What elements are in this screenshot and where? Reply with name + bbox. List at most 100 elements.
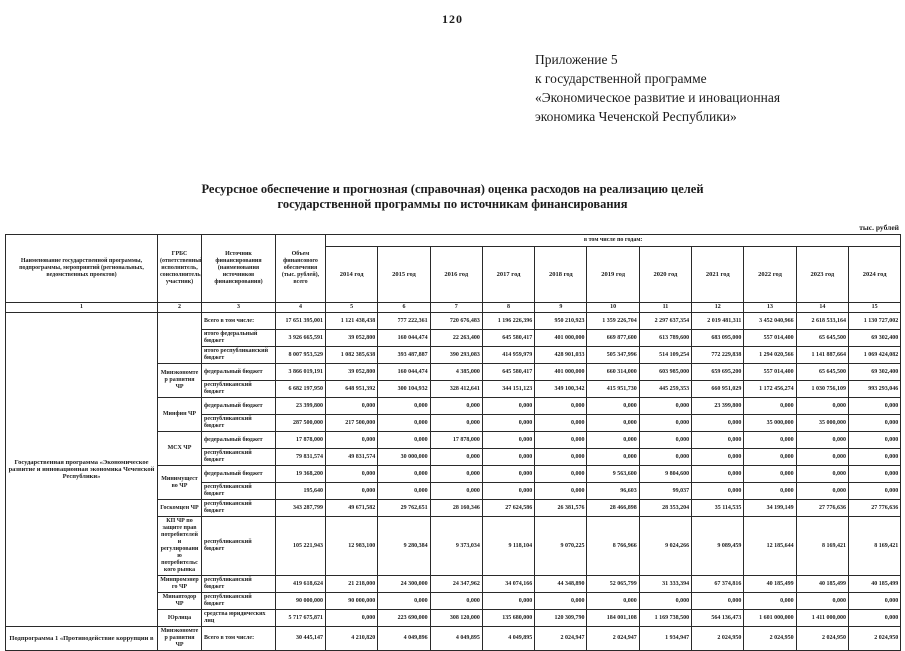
value-cell: 0,000 [847,592,902,610]
value-cell: 0,000 [743,482,797,500]
title-line-2: государственной программы по источникам … [277,197,628,211]
funding-source-cell: итого республиканский бюджет [201,346,276,364]
column-number: 6 [377,302,431,313]
program-name-cell: Государственная программа «Экономическое… [5,312,158,627]
value-cell: 40 185,499 [743,575,797,593]
value-cell: 993 293,046 [847,380,902,398]
value-cell: 4 049,895 [429,626,483,651]
title-line-1: Ресурсное обеспечение и прогнозная (спра… [201,182,704,196]
value-cell: 1 359 226,704 [586,312,640,330]
appendix-line: экономика Чеченской Республики» [535,109,737,124]
value-cell: 613 789,600 [638,329,693,347]
value-cell: 669 877,600 [586,329,640,347]
column-number: 7 [429,302,483,313]
grbs-cell: КП ЧР по защите прав потребителей и регу… [157,516,202,576]
numbering-row: 1 2 3 4 5 6 7 8 9 10 11 12 13 14 15 [5,302,902,313]
value-cell: 40 185,499 [795,575,849,593]
value-cell: 645 580,417 [481,363,536,381]
value-cell: 21 218,000 [324,575,379,593]
value-cell: 30 445,147 [275,626,326,651]
value-cell: 0,000 [377,414,431,432]
year-header: 2018 год [534,246,588,303]
value-cell: 2 024,950 [691,626,745,651]
value-cell: 0,000 [481,431,536,449]
value-cell: 35 000,000 [743,414,797,432]
value-cell: 1 030 756,109 [795,380,849,398]
value-cell: 720 676,483 [429,312,483,330]
value-cell: 0,000 [429,482,483,500]
value-cell: 35 000,000 [795,414,849,432]
year-header: 2023 год [795,246,849,303]
value-cell: 514 109,254 [638,346,693,364]
financing-table: Наименование государственной программы, … [5,234,902,651]
value-cell: 22 263,400 [429,329,483,347]
col-header-grbs: ГРБС (ответственный исполнитель, соиспол… [157,234,202,303]
value-cell: 4 049,895 [481,626,536,651]
funding-source-cell: федеральный бюджет [201,397,276,415]
value-cell: 90 000,000 [324,592,379,610]
year-header: 2024 год [847,246,902,303]
value-cell: 31 333,394 [638,575,693,593]
value-cell: 0,000 [743,448,797,466]
funding-source-cell: республиканский бюджет [201,448,276,466]
value-cell: 39 052,800 [324,363,379,381]
year-header: 2021 год [691,246,745,303]
value-cell: 26 381,576 [534,499,588,517]
value-cell: 120 309,790 [534,609,588,627]
value-cell: 0,000 [429,592,483,610]
table-row: республиканский бюджет 195,640 0,000 0,000 0… [6,482,902,500]
value-cell: 3 452 040,966 [743,312,797,330]
funding-source-cell: республиканский бюджет [201,592,276,610]
table-row: Госкомцен ЧР республиканский бюджет 343 28… [6,499,902,517]
value-cell: 28 466,898 [586,499,640,517]
value-cell: 1 069 424,082 [847,346,902,364]
value-cell: 390 293,083 [429,346,483,364]
grbs-cell [157,312,202,364]
value-cell: 950 210,923 [534,312,588,330]
value-cell: 0,000 [534,397,588,415]
value-cell: 557 014,400 [743,329,797,347]
value-cell: 0,000 [377,592,431,610]
value-cell: 0,000 [429,465,483,483]
appendix-line: «Экономическое развитие и иновационная [535,90,781,105]
funding-source-cell: республиканский бюджет [201,575,276,593]
appendix-line: Приложение 5 [535,52,618,67]
column-number: 4 [275,302,326,313]
value-cell: 0,000 [586,397,640,415]
value-cell: 49 671,582 [324,499,379,517]
column-number: 13 [743,302,797,313]
value-cell: 428 901,033 [534,346,588,364]
table-row: Подпрограмма 1 «Противодействие коррупци… [5,626,902,651]
funding-source-cell: республиканский бюджет [201,380,276,398]
years-row: 2014 год 2015 год 2016 год 2017 год 2018 год… [6,246,902,303]
table-body: Государственная программа «Экономическое… [5,312,902,651]
value-cell: 23 399,800 [275,397,326,415]
value-cell: 2 024,947 [586,626,640,651]
value-cell: 300 104,932 [377,380,431,398]
value-cell: 0,000 [481,482,536,500]
value-cell: 24 300,000 [377,575,431,593]
grbs-cell: Госкомцен ЧР [157,499,202,517]
grbs-cell: Юрлица [157,609,202,627]
table-header: Наименование государственной программы, … [5,234,902,313]
value-cell: 27 624,586 [481,499,536,517]
funding-source-cell: республиканский бюджет [201,499,276,517]
value-cell: 0,000 [534,414,588,432]
value-cell: 2 024,950 [795,626,849,651]
value-cell: 135 680,000 [481,609,536,627]
year-header: 2019 год [586,246,640,303]
value-cell: 0,000 [847,465,902,483]
value-cell: 99,037 [638,482,693,500]
value-cell: 27 776,636 [847,499,902,517]
col-header-total-volume: Объем финансового обеспечения (тыс. рубл… [275,234,326,303]
value-cell: 0,000 [586,592,640,610]
value-cell: 2 297 637,354 [638,312,693,330]
value-cell: 90 000,000 [275,592,326,610]
appendix-block: Приложение 5 к государственной программе… [535,50,780,126]
value-cell: 1 934,947 [638,626,693,651]
value-cell: 19 368,200 [275,465,326,483]
value-cell: 343 287,799 [275,499,326,517]
value-cell: 0,000 [534,465,588,483]
value-cell: 0,000 [377,482,431,500]
table-row: КП ЧР по защите прав потребителей и регу… [6,516,902,576]
